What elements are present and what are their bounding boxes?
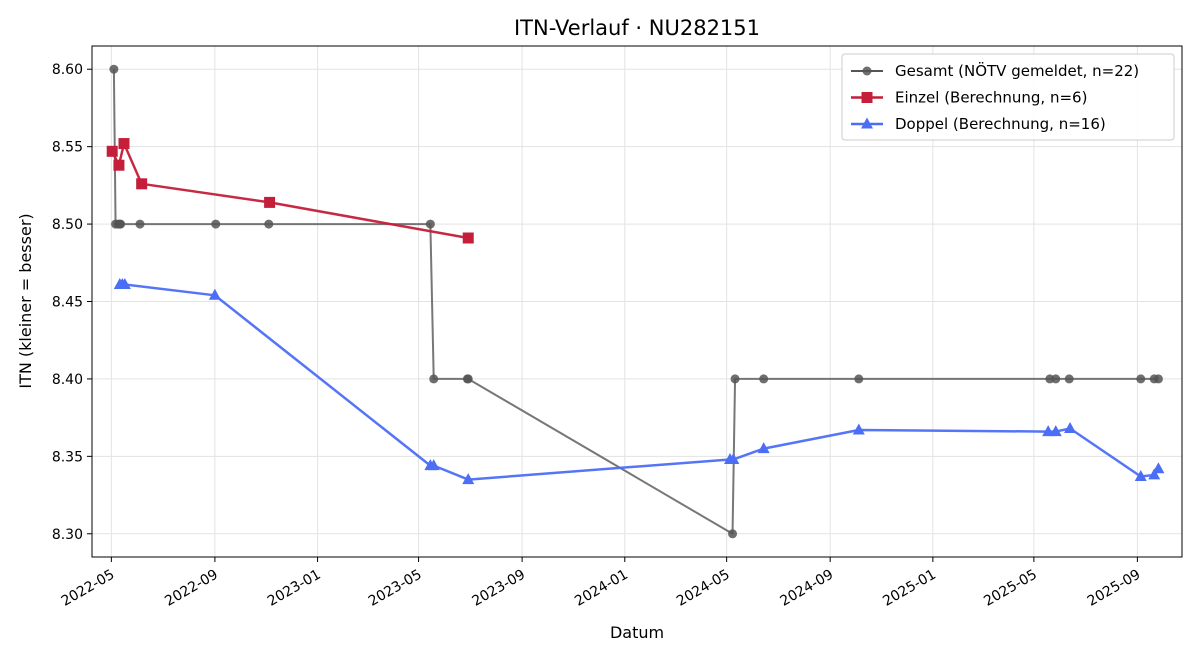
- data-point-doppel: [1148, 468, 1161, 480]
- data-point-doppel: [118, 277, 131, 289]
- legend-label: Doppel (Berechnung, n=16): [895, 115, 1106, 133]
- x-tick-label: 2022-09: [162, 567, 221, 610]
- data-point-doppel: [427, 459, 440, 471]
- data-point-gesamt: [109, 64, 119, 74]
- y-tick-label: 8.35: [52, 449, 83, 465]
- data-point-doppel: [757, 442, 770, 454]
- data-point-gesamt: [728, 529, 738, 539]
- data-point-gesamt: [264, 219, 274, 229]
- legend-marker-circle: [862, 66, 872, 76]
- x-tick-label: 2023-09: [469, 567, 528, 610]
- x-tick-label: 2023-05: [366, 567, 425, 610]
- data-point-gesamt: [854, 374, 864, 384]
- x-tick-label: 2023-01: [265, 567, 324, 610]
- y-axis-label: ITN (kleiner = besser): [16, 213, 35, 388]
- legend-marker-square: [861, 92, 873, 103]
- legend-label: Gesamt (NÖTV gemeldet, n=22): [895, 61, 1139, 80]
- data-point-gesamt: [425, 219, 435, 229]
- legend-marker-triangle: [861, 117, 873, 129]
- data-point-gesamt: [429, 374, 439, 384]
- x-tick-label: 2024-05: [674, 567, 733, 610]
- x-tick-label: 2022-05: [59, 567, 118, 610]
- y-tick-label: 8.60: [52, 62, 83, 78]
- y-tick-label: 8.55: [52, 140, 83, 156]
- data-point-einzel: [113, 159, 125, 171]
- data-point-doppel: [1042, 425, 1055, 437]
- x-tick-label: 2025-05: [981, 567, 1040, 610]
- data-point-einzel: [462, 232, 474, 244]
- legend-box: [841, 53, 1175, 141]
- x-tick-label: 2025-09: [1085, 567, 1144, 610]
- series-einzel: [106, 138, 474, 244]
- data-point-doppel: [1134, 469, 1147, 481]
- legend-entry-einzel: Einzel (Berechnung, n=6): [851, 89, 1087, 107]
- data-point-gesamt: [1136, 374, 1146, 384]
- data-point-gesamt: [116, 219, 126, 229]
- y-axis-ticks: 8.30 8.35 8.40 8.45 8.50 8.55 8.60: [52, 62, 92, 543]
- x-axis-ticks: 2022-05 2022-09 2023-01 2023-05 2023-09 2024-…: [59, 557, 1144, 610]
- data-point-einzel: [118, 138, 130, 150]
- data-point-doppel: [1049, 425, 1062, 437]
- data-point-doppel: [852, 423, 865, 435]
- data-point-gesamt: [135, 219, 145, 229]
- series-line-doppel: [119, 283, 1160, 481]
- data-point-doppel: [208, 288, 221, 300]
- data-point-gesamt: [1051, 374, 1061, 384]
- data-point-einzel: [106, 145, 118, 157]
- legend-entry-gesamt: Gesamt (NÖTV gemeldet, n=22): [851, 61, 1139, 80]
- x-axis-label: Datum: [610, 623, 664, 642]
- x-tick-label: 2024-01: [572, 567, 631, 610]
- data-point-gesamt: [211, 219, 221, 229]
- legend: Gesamt (NÖTV gemeldet, n=22) Einzel (Bere…: [841, 53, 1175, 141]
- y-tick-label: 8.30: [52, 527, 83, 543]
- legend-entry-doppel: Doppel (Berechnung, n=16): [851, 115, 1106, 133]
- data-point-gesamt: [730, 374, 740, 384]
- y-tick-label: 8.50: [52, 217, 83, 233]
- data-point-gesamt: [759, 374, 769, 384]
- x-tick-label: 2024-09: [778, 567, 837, 610]
- data-point-gesamt: [1064, 374, 1074, 384]
- x-tick-label: 2025-01: [880, 567, 939, 610]
- series-doppel: [113, 277, 1165, 485]
- data-point-doppel: [727, 452, 740, 464]
- data-point-doppel: [1152, 462, 1165, 474]
- chart-title: ITN-Verlauf · NU282151: [514, 16, 760, 40]
- data-point-gesamt: [463, 374, 473, 384]
- legend-label: Einzel (Berechnung, n=6): [895, 89, 1087, 107]
- data-point-gesamt: [1153, 374, 1163, 384]
- data-point-doppel: [1064, 421, 1077, 433]
- series-gesamt: [109, 64, 1163, 539]
- data-point-doppel: [462, 473, 475, 485]
- data-point-einzel: [136, 178, 148, 190]
- data-point-einzel: [264, 196, 276, 208]
- y-tick-label: 8.40: [52, 372, 83, 388]
- series-layer: [106, 64, 1165, 539]
- y-tick-label: 8.45: [52, 295, 83, 311]
